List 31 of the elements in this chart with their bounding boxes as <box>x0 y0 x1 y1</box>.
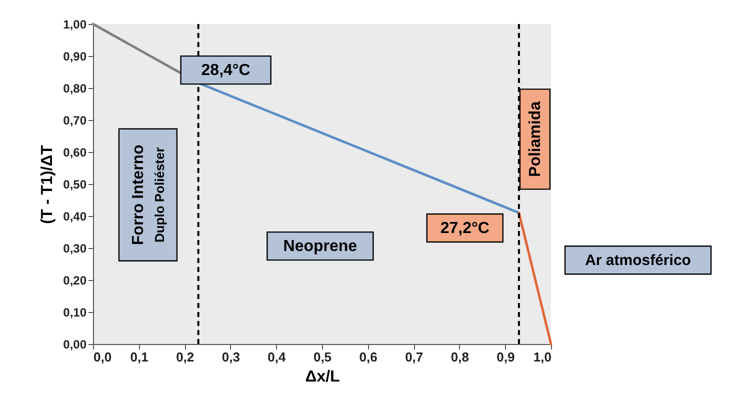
y-tick-label: 0,90 <box>63 50 87 64</box>
annotation: Neoprene <box>283 238 358 256</box>
text: Ar atmosférico <box>585 252 691 270</box>
x-tick-label: 0,4 <box>268 350 287 364</box>
y-tick-label: 0,70 <box>63 114 87 128</box>
annotation: 27,2°C <box>440 220 490 237</box>
y-tick-label: 1,00 <box>63 18 87 32</box>
annotation: 28,4°C <box>201 62 251 80</box>
x-tick-label: 0,6 <box>359 350 378 364</box>
annotation: Forro Interno <box>130 144 147 246</box>
y-tick-label: 0,10 <box>63 306 87 320</box>
y-tick-label: 0,60 <box>63 146 87 160</box>
x-tick-label: 0,9 <box>496 350 515 364</box>
y-tick-label: 0,40 <box>63 210 87 224</box>
x-tick-label: 0,0 <box>94 350 112 364</box>
x-tick-label: 0,1 <box>130 350 148 364</box>
y-tick-label: 0,20 <box>63 274 87 288</box>
annotation: Poliamida <box>526 101 544 177</box>
y-tick-label: 0,50 <box>63 178 87 192</box>
x-tick-label: 1,0 <box>533 350 552 364</box>
x-tick-label: 0,3 <box>222 350 240 364</box>
x-tick-label: 0,8 <box>450 350 469 364</box>
x-tick-label: 0,2 <box>176 350 194 364</box>
y-tick-label: 0,80 <box>63 82 87 96</box>
y-tick-label: 0,30 <box>63 242 87 256</box>
x-tick-label: 0,5 <box>313 350 332 364</box>
x-tick-label: 0,7 <box>405 350 424 364</box>
y-axis-title: (T - T1)/ΔT <box>39 144 56 224</box>
x-axis-title: Δx/L <box>305 368 340 386</box>
y-tick-label: 0,00 <box>63 338 87 352</box>
annotation: Duplo Poliéster <box>152 147 167 243</box>
